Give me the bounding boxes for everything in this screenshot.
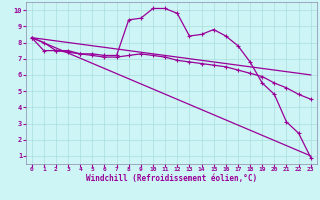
X-axis label: Windchill (Refroidissement éolien,°C): Windchill (Refroidissement éolien,°C) [86, 174, 257, 183]
